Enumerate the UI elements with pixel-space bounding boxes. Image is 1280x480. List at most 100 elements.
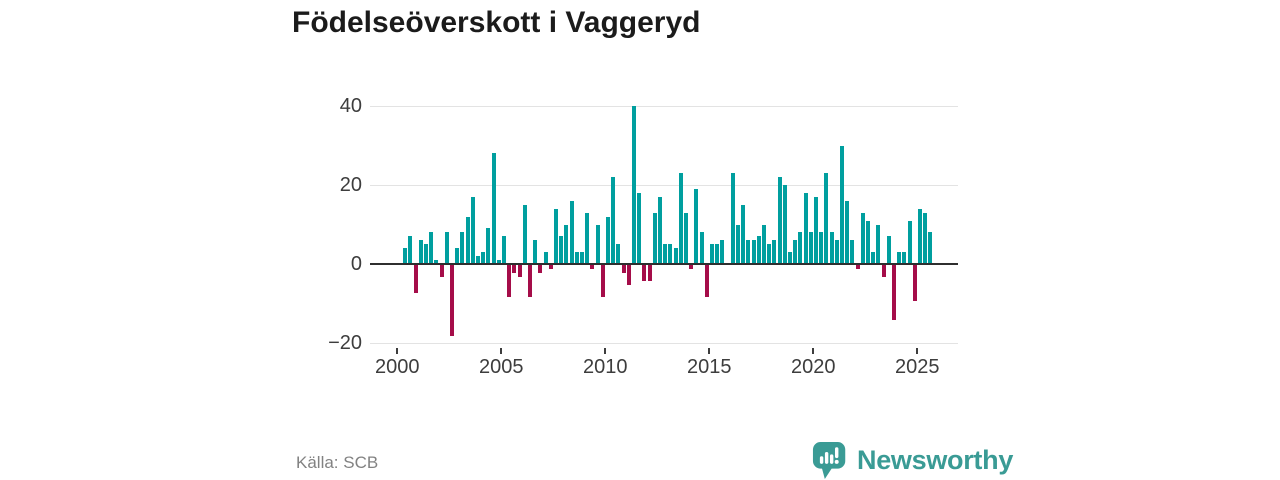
y-tick-label: −20 (328, 332, 362, 354)
x-tick-mark (812, 348, 815, 354)
source-label: Källa: SCB (296, 453, 379, 472)
bar (928, 232, 933, 264)
bar (626, 265, 631, 285)
newsworthy-brand-text: Newsworthy (857, 444, 1014, 475)
bar (839, 145, 844, 264)
bar (501, 236, 506, 264)
bar (824, 173, 829, 264)
bar (475, 256, 480, 264)
x-tick-mark (604, 348, 607, 354)
y-tick-label: 0 (350, 253, 362, 275)
bar (871, 252, 876, 264)
newsworthy-logo: Newsworthy (812, 440, 1013, 480)
x-tick-label: 2015 (687, 356, 732, 378)
bar (834, 240, 839, 264)
bar (579, 252, 584, 264)
bar (746, 240, 751, 264)
chart-title: Födelseöverskott i Vaggeryd (292, 6, 701, 39)
bar (616, 244, 621, 264)
bar (829, 232, 834, 264)
bar (444, 232, 449, 264)
bar (574, 252, 579, 264)
bar (865, 220, 870, 264)
bar (449, 265, 454, 337)
bar (668, 244, 673, 264)
bar (886, 236, 891, 264)
bar (761, 224, 766, 264)
bar (621, 265, 626, 273)
bar (793, 240, 798, 264)
bar (548, 265, 553, 269)
bar (678, 173, 683, 264)
bar (735, 224, 740, 264)
bar (652, 212, 657, 264)
bar (569, 200, 574, 264)
x-tick-mark (708, 348, 711, 354)
bar (657, 196, 662, 264)
bar (819, 232, 824, 264)
bar (683, 212, 688, 264)
bar (496, 260, 501, 264)
y-tick-label: 20 (339, 174, 362, 196)
bar (403, 248, 408, 264)
bar (486, 228, 491, 264)
bar (559, 236, 564, 264)
gridline (370, 184, 958, 186)
bar (694, 188, 699, 264)
bar (408, 236, 413, 264)
bar (564, 224, 569, 264)
bar (439, 265, 444, 277)
bar (637, 192, 642, 264)
bar (553, 208, 558, 264)
bar (907, 220, 912, 264)
bar (782, 185, 787, 264)
bar (813, 196, 818, 264)
bar (767, 244, 772, 264)
bar (590, 265, 595, 269)
bar (423, 244, 428, 264)
gridline (370, 105, 958, 107)
bar (704, 265, 709, 297)
bar (798, 232, 803, 264)
bar (751, 240, 756, 264)
bar (787, 252, 792, 264)
bar (533, 240, 538, 264)
bar (517, 265, 522, 277)
bar (434, 260, 439, 264)
bar (647, 265, 652, 281)
bar (470, 196, 475, 264)
bar (481, 252, 486, 264)
x-tick-label: 2010 (583, 356, 628, 378)
bar (663, 244, 668, 264)
bar (777, 177, 782, 264)
bar (709, 244, 714, 264)
bar (585, 212, 590, 264)
bar (491, 153, 496, 264)
bar (876, 224, 881, 264)
x-tick-label: 2005 (479, 356, 524, 378)
bar (855, 265, 860, 269)
bar (912, 265, 917, 301)
bar (741, 204, 746, 264)
x-tick-label: 2025 (895, 356, 940, 378)
x-tick-mark (396, 348, 399, 354)
x-tick-mark (500, 348, 503, 354)
bar (512, 265, 517, 273)
bar (611, 177, 616, 264)
x-tick-label: 2000 (375, 356, 420, 378)
y-tick-label: 40 (339, 95, 362, 117)
bar (902, 252, 907, 264)
bar (730, 173, 735, 264)
bar (631, 106, 636, 264)
bar (527, 265, 532, 297)
bar (699, 232, 704, 264)
bar (845, 200, 850, 264)
bar (803, 192, 808, 264)
bar (715, 244, 720, 264)
bar (673, 248, 678, 264)
bar (429, 232, 434, 264)
bar (465, 216, 470, 264)
bar (917, 208, 922, 264)
